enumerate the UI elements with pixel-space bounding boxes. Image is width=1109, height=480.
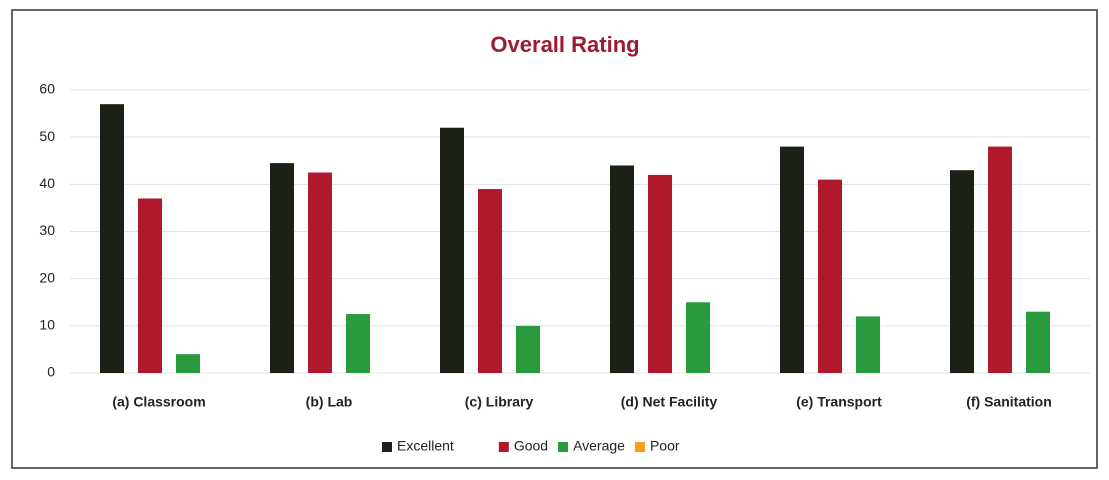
chart-title: Overall Rating bbox=[490, 32, 639, 57]
legend-swatch bbox=[498, 442, 509, 452]
chart-frame bbox=[11, 9, 1098, 469]
x-tick-label: (b) Lab bbox=[306, 394, 353, 410]
y-tick-label: 20 bbox=[39, 269, 55, 285]
legend-swatch bbox=[634, 442, 645, 452]
bar bbox=[818, 179, 842, 373]
legend-label: Excellent bbox=[397, 438, 454, 454]
y-tick-label: 50 bbox=[39, 128, 55, 144]
bar bbox=[686, 302, 710, 373]
legend-swatch bbox=[382, 442, 392, 452]
y-tick-label: 60 bbox=[39, 81, 55, 97]
y-tick-label: 10 bbox=[39, 317, 55, 333]
bar bbox=[100, 104, 124, 374]
bar bbox=[610, 165, 634, 373]
bar bbox=[856, 316, 880, 373]
bar bbox=[478, 189, 502, 373]
bar bbox=[1026, 311, 1050, 373]
bar bbox=[950, 170, 974, 373]
legend-swatch bbox=[558, 442, 569, 452]
bar bbox=[308, 172, 332, 373]
bar bbox=[780, 146, 804, 373]
y-tick-label: 30 bbox=[39, 222, 55, 238]
bar bbox=[516, 325, 540, 373]
y-tick-label: 0 bbox=[47, 364, 55, 380]
legend-label: Poor bbox=[650, 438, 680, 454]
legend-label: Average bbox=[573, 438, 625, 454]
y-tick-label: 40 bbox=[39, 175, 55, 191]
x-tick-label: (c) Library bbox=[465, 394, 534, 410]
x-tick-label: (e) Transport bbox=[796, 394, 882, 410]
x-tick-label: (a) Classroom bbox=[112, 394, 205, 410]
bar bbox=[440, 127, 464, 373]
legend-label: Good bbox=[514, 438, 548, 454]
bar bbox=[176, 354, 200, 373]
bar bbox=[346, 314, 370, 373]
x-tick-label: (f) Sanitation bbox=[966, 394, 1052, 410]
bar bbox=[138, 198, 162, 373]
bar bbox=[988, 146, 1012, 373]
bar bbox=[648, 174, 672, 373]
x-tick-label: (d) Net Facility bbox=[621, 394, 718, 410]
bar bbox=[270, 163, 294, 373]
